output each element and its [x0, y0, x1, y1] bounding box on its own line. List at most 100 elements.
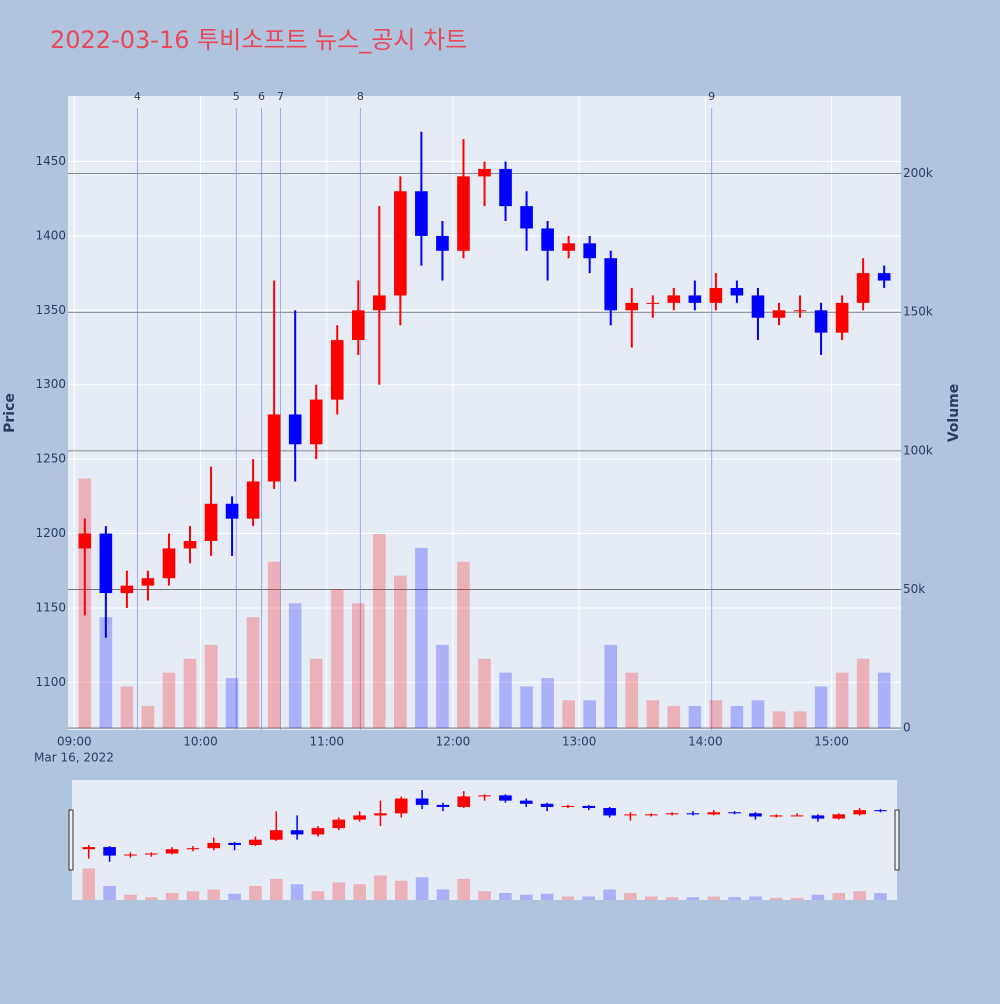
slider-handle[interactable]	[894, 809, 900, 871]
volume-bar	[351, 603, 365, 729]
slider-body	[82, 847, 96, 850]
candle-body	[246, 481, 260, 519]
news-label: 7	[277, 90, 284, 103]
candle-body	[78, 533, 92, 549]
slider-volume-bar	[124, 894, 137, 900]
slider-body	[728, 812, 741, 814]
volume-bar	[99, 617, 113, 729]
date-label: Mar 16, 2022	[34, 751, 114, 765]
volume-bar	[583, 700, 596, 729]
slider-body	[332, 819, 346, 829]
candle-body	[162, 548, 176, 579]
slider-volume-bar	[353, 884, 366, 900]
slider-volume-bar	[728, 897, 741, 900]
candle-body	[772, 310, 786, 318]
slider-volume-bar	[374, 875, 387, 900]
volume-bar	[520, 686, 533, 729]
candle-body	[499, 168, 512, 207]
slider-body	[394, 798, 408, 814]
y-tick-label: 1150	[35, 600, 66, 614]
candle-body	[520, 206, 533, 229]
slider-body	[582, 805, 596, 809]
candle-body	[457, 176, 470, 251]
candle-body	[141, 578, 155, 586]
candle-body	[99, 533, 113, 594]
volume-bar	[541, 678, 554, 729]
slider-body	[249, 839, 262, 845]
slider-volume-bar	[561, 896, 575, 900]
candle-body	[856, 273, 870, 303]
slider-volume-bar	[436, 889, 450, 900]
volume-bar	[793, 711, 807, 729]
candle-body	[835, 302, 849, 333]
slider-volume-bar	[603, 889, 616, 900]
slider-body	[811, 815, 825, 819]
slider-volume-bar	[790, 897, 804, 900]
volume-bar	[204, 644, 218, 729]
volume-bar	[877, 672, 891, 729]
slider-body	[561, 805, 575, 807]
y-tick-label: 1300	[35, 377, 66, 391]
volume-bar	[625, 672, 639, 729]
candle-body	[183, 540, 197, 549]
volume-bar	[120, 686, 134, 729]
slider-body	[624, 814, 637, 816]
y-tick-label: 1100	[35, 675, 66, 689]
volume-bar	[436, 644, 449, 729]
candle-body	[814, 310, 828, 333]
slider-body	[665, 813, 679, 815]
slider-body	[290, 830, 304, 835]
y2-tick-label: 0	[903, 721, 911, 735]
y-axis-title: Price	[2, 393, 18, 433]
volume-bar	[457, 561, 470, 729]
candle-body	[267, 414, 281, 482]
y-tick-label: 1350	[35, 303, 66, 317]
candle-body	[562, 243, 575, 251]
candle-body	[793, 310, 807, 312]
volume-bar	[604, 644, 618, 729]
volume-bar	[562, 700, 575, 729]
y2-tick-label: 150k	[903, 305, 933, 319]
slider-body	[853, 810, 866, 815]
slider-body	[436, 804, 450, 807]
slider-volume-bar	[499, 892, 512, 900]
volume-bar	[162, 672, 176, 729]
slider-volume-bar	[415, 877, 429, 900]
news-label: 4	[134, 90, 141, 103]
slider-body	[311, 828, 325, 835]
slider-body	[103, 847, 116, 856]
volume-bar	[267, 561, 281, 729]
volume-bar	[667, 705, 681, 729]
slider-volume-bar	[311, 891, 325, 900]
candle-body	[646, 302, 660, 304]
y2-axis-title: Volume	[946, 384, 962, 443]
slider-handle[interactable]	[68, 809, 74, 871]
slider-body	[603, 808, 616, 816]
slider-volume-bar	[290, 884, 304, 900]
volume-bar	[499, 672, 512, 729]
slider-body	[457, 796, 471, 807]
candle-body	[309, 399, 323, 445]
candle-body	[877, 273, 891, 281]
slider-volume-bar	[686, 897, 700, 900]
candle-body	[604, 258, 618, 311]
candle-body	[288, 414, 302, 445]
slider-body	[519, 800, 533, 804]
slider-body	[228, 842, 241, 845]
candle-body	[330, 340, 344, 400]
slider-body	[874, 810, 887, 812]
news-label: 6	[258, 90, 265, 103]
slider-volume-bar	[165, 892, 179, 900]
candle-body	[225, 503, 239, 519]
slider-volume-bar	[249, 885, 262, 900]
x-tick-label: 10:00	[183, 735, 218, 749]
slider-body	[540, 803, 554, 807]
y-tick-label: 1200	[35, 526, 66, 540]
chart-title: 2022-03-16 투비소프트 뉴스_공시 차트	[50, 26, 467, 54]
x-tick-label: 11:00	[309, 735, 344, 749]
news-label: 8	[357, 90, 364, 103]
slider-volume-bar	[624, 892, 637, 900]
x-tick-label: 13:00	[562, 735, 597, 749]
slider-volume-bar	[540, 893, 554, 900]
